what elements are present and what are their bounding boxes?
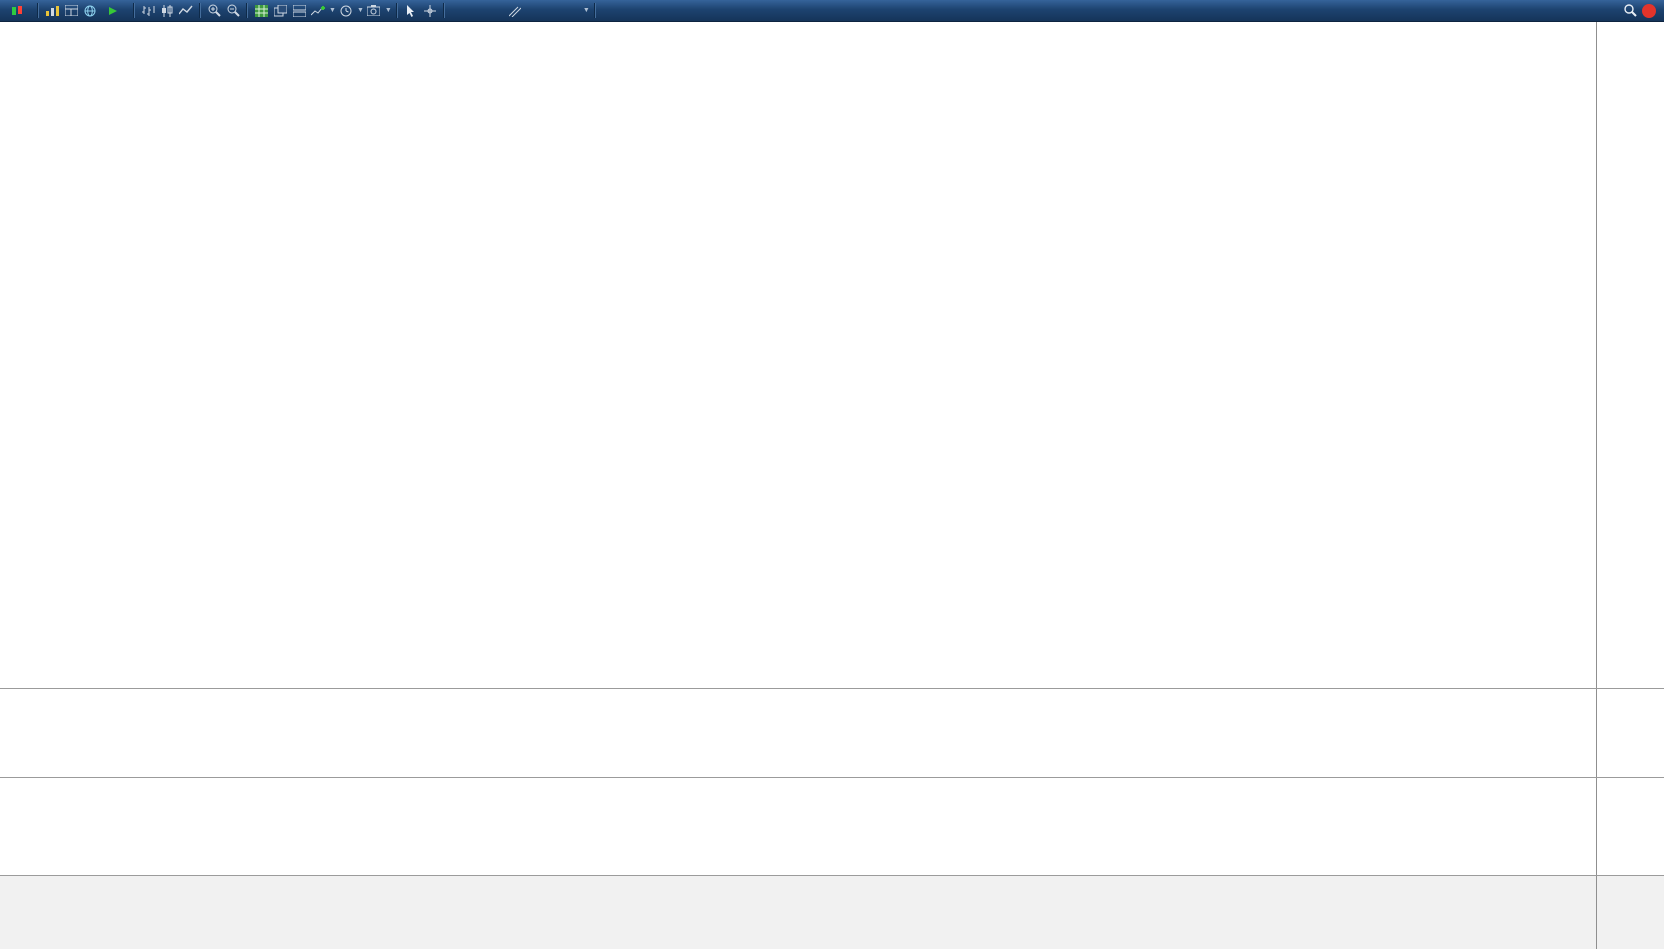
bottom-filler-right	[1596, 893, 1664, 949]
toolbar-separator	[37, 3, 39, 18]
zoom-out-icon[interactable]	[224, 3, 242, 19]
candlestick-canvas[interactable]	[0, 22, 1596, 688]
cascade-windows-icon[interactable]	[271, 3, 289, 19]
time-axis-corner	[1596, 876, 1664, 893]
price-chart-plot[interactable]	[0, 22, 1596, 688]
bottom-filler	[0, 893, 1664, 949]
toolbar-separator	[593, 3, 596, 18]
rsi-canvas[interactable]	[0, 778, 1596, 875]
rsi-axis	[1596, 778, 1664, 875]
rsi-panel	[0, 777, 1664, 875]
search-icon[interactable]	[1621, 3, 1639, 19]
community-globe-icon[interactable]	[81, 3, 99, 19]
bar-chart-type-icon[interactable]	[139, 3, 157, 19]
template-caret-icon[interactable]: ▼	[384, 7, 392, 14]
time-axis[interactable]	[0, 876, 1596, 893]
toolbar-separator	[199, 3, 201, 18]
time-axis-row	[0, 875, 1664, 893]
zoom-in-icon[interactable]	[205, 3, 223, 19]
market-watch-icon[interactable]	[43, 3, 61, 19]
horizontal-line-tool-icon[interactable]	[468, 3, 486, 19]
macd-panel	[0, 688, 1664, 777]
cursor-icon[interactable]	[402, 3, 420, 19]
rsi-plot[interactable]	[0, 778, 1596, 875]
candlestick-chart-type-icon[interactable]	[158, 3, 176, 19]
macd-plot[interactable]	[0, 689, 1596, 777]
trendline-tool-icon[interactable]	[487, 3, 505, 19]
tile-horizontal-icon[interactable]	[290, 3, 308, 19]
indicators-icon[interactable]	[309, 3, 327, 19]
vertical-line-tool-icon[interactable]	[449, 3, 467, 19]
text-tool-icon[interactable]	[544, 3, 562, 19]
data-window-icon[interactable]	[62, 3, 80, 19]
macd-axis	[1596, 689, 1664, 777]
template-snapshot-icon[interactable]	[365, 3, 383, 19]
tile-grid-icon[interactable]	[252, 3, 270, 19]
crosshair-icon[interactable]	[421, 3, 439, 19]
new-order-button[interactable]	[4, 2, 33, 20]
toolbar-separator	[133, 3, 135, 18]
new-order-icon	[8, 3, 26, 19]
arrows-tool-icon[interactable]	[563, 3, 581, 19]
bottom-filler-left	[0, 893, 1596, 949]
main-toolbar: ▼ ▼ ▼ ▼	[0, 0, 1664, 22]
indicators-caret-icon[interactable]: ▼	[329, 7, 336, 14]
toolbar-separator	[442, 3, 445, 18]
price-axis	[1596, 22, 1664, 688]
macd-canvas[interactable]	[0, 689, 1596, 777]
notification-badge[interactable]	[1642, 3, 1656, 18]
toolbar-separator	[246, 3, 248, 18]
auto-trading-button[interactable]	[100, 2, 129, 20]
line-chart-type-icon[interactable]	[177, 3, 195, 19]
clock-caret-icon[interactable]: ▼	[356, 7, 364, 14]
timeframes-clock-icon[interactable]	[337, 3, 355, 19]
shapes-caret-icon[interactable]: ▼	[582, 7, 590, 14]
auto-trading-play-icon	[104, 3, 122, 19]
channel-tool-icon[interactable]	[506, 3, 524, 19]
price-chart-panel	[0, 22, 1664, 688]
toolbar-separator	[395, 3, 398, 18]
fibonacci-tool-icon[interactable]	[525, 3, 543, 19]
